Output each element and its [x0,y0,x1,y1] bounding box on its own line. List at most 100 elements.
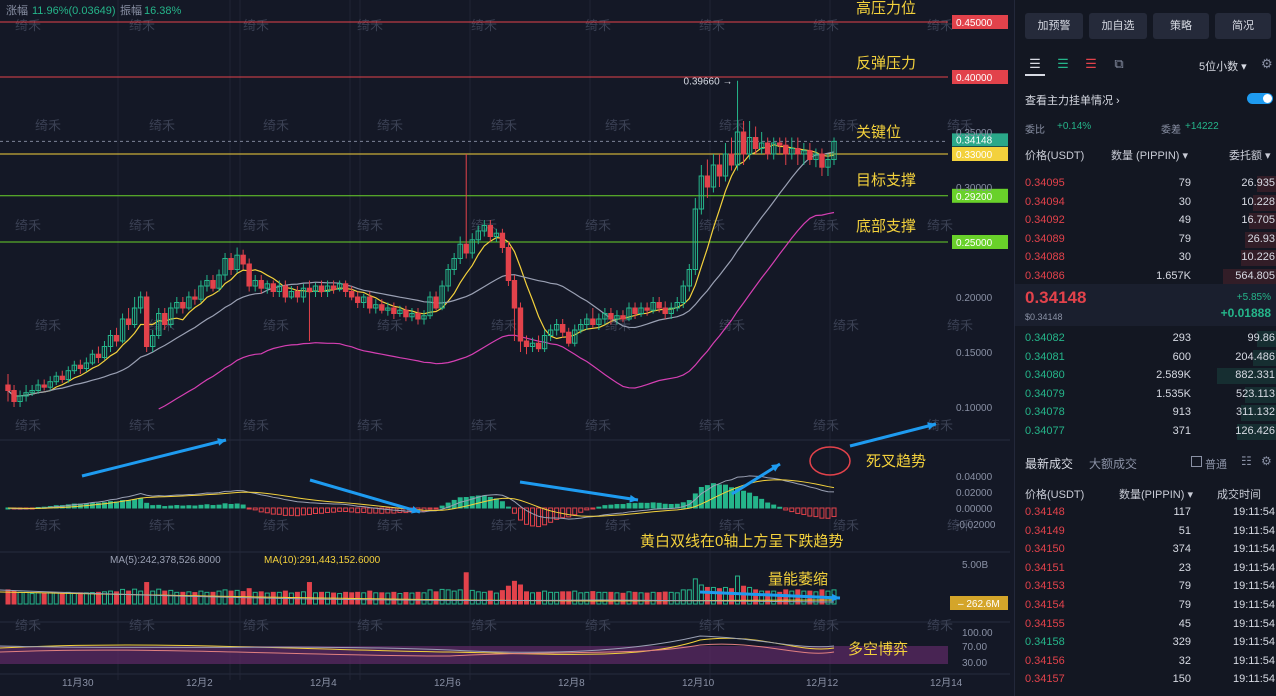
level-note: 关键位 [856,124,901,141]
volume-current-label: – 262.6M [958,599,1000,610]
macd-bar-down [542,507,548,526]
volume-bar-down [499,590,505,605]
candle-body-up [324,285,331,292]
depth-bar [1257,176,1276,192]
watermark-text: 绮禾 [699,418,725,433]
trade-qty: 32 [1178,654,1191,667]
ask-amount: 10.228 [1241,195,1275,208]
trade-row[interactable]: 0.34157 150 19:11:54 [1015,671,1276,689]
macd-bar-up [620,504,626,509]
book-asks-icon[interactable]: ☰ [1085,56,1097,71]
volume-bar-down [729,588,735,605]
candle-body-up [168,307,174,325]
macd-bar-down [511,507,517,514]
trade-price: 0.34156 [1025,654,1065,667]
candle-body-up [276,285,283,292]
macd-bar-down [548,507,554,523]
main-orders-toggle[interactable] [1247,93,1273,104]
settings-icon[interactable]: ⚙ [1261,56,1273,71]
trade-price: 0.34155 [1025,617,1065,630]
bid-row[interactable]: 0.34080 2.589K 882.331 [1015,367,1276,385]
candle-body-up [107,335,114,347]
trade-row[interactable]: 0.34154 79 19:11:54 [1015,597,1276,615]
candle-body-up [252,280,258,287]
volume-bar-down [433,591,439,605]
trade-row[interactable]: 0.34149 51 19:11:54 [1015,523,1276,541]
normal-checkbox[interactable] [1191,456,1202,467]
volume-bar-up [481,591,487,605]
volume-bar-up [198,590,204,605]
tab-large-trades[interactable]: 大额成交 [1089,457,1138,471]
macd-bar-down [349,507,355,513]
depth-bar [1257,331,1276,347]
macd-bar-up [722,484,728,509]
trade-row[interactable]: 0.34156 32 19:11:54 [1015,653,1276,671]
ask-row[interactable]: 0.34095 79 26.935 [1015,175,1276,193]
trade-row[interactable]: 0.34150 374 19:11:54 [1015,541,1276,559]
overview-button[interactable]: 简况 [1215,13,1271,39]
candle-body-up [698,175,705,210]
trade-row[interactable]: 0.34151 23 19:11:54 [1015,560,1276,578]
ask-row[interactable]: 0.34088 30 10.226 [1015,249,1276,267]
bid-price: 0.34077 [1025,425,1065,437]
bid-row[interactable]: 0.34082 293 99.86 [1015,330,1276,348]
x-tick-label: 12月12 [806,677,839,689]
strategy-button[interactable]: 策略 [1153,13,1209,39]
book-header-amount[interactable]: 委托额 ▾ [1229,150,1271,162]
view-main-orders-link[interactable]: 查看主力挂单情况 › [1025,95,1120,107]
filter-icon[interactable]: ☷ [1241,454,1252,468]
watermark-text: 绮禾 [243,18,269,33]
ask-row[interactable]: 0.34094 30 10.228 [1015,194,1276,212]
watermark-text: 绮禾 [129,18,155,33]
volume-ma10-label: MA(10):291,443,152.6000 [264,555,381,566]
bid-price: 0.34081 [1025,350,1065,363]
decimals-select[interactable]: 5位小数 ▾ [1199,61,1247,73]
trade-price: 0.34157 [1025,673,1065,686]
macd-bar-down [355,507,361,514]
tab-latest-trades[interactable]: 最新成交 [1025,457,1074,471]
volume-bar-up [469,589,475,605]
trade-row[interactable]: 0.34155 45 19:11:54 [1015,616,1276,634]
macd-bar-down [246,507,252,510]
watermark-text: 绮禾 [719,518,745,533]
trade-row[interactable]: 0.34158 329 19:11:54 [1015,634,1276,652]
book-both-icon[interactable]: ☰ [1025,56,1045,76]
bid-row[interactable]: 0.34078 913 311.132 [1015,404,1276,422]
ask-row[interactable]: 0.34092 49 16.705 [1015,212,1276,230]
last-price: 0.34148 [1025,288,1087,307]
bid-row[interactable]: 0.34079 1.535K 523.113 [1015,386,1276,404]
macd-bar-up [95,502,101,509]
book-bids-icon[interactable]: ☰ [1057,56,1069,71]
ask-row[interactable]: 0.34089 79 26.93 [1015,231,1276,249]
alert-button[interactable]: 加预警 [1025,13,1083,39]
watermark-text: 绮禾 [357,418,383,433]
add-watchlist-button[interactable]: 加自选 [1089,13,1147,39]
candle-body-up [385,307,391,311]
candle-body-down [210,280,216,289]
depth-bar [1223,269,1276,285]
trade-header-qty[interactable]: 数量(PIPPIN) ▾ [1119,489,1193,501]
macd-bar-down [433,507,439,510]
trades-settings-icon[interactable]: ⚙ [1261,454,1272,468]
watermark-text: 绮禾 [699,218,725,233]
macd-bar-down [831,507,837,518]
book-popout-icon[interactable]: ⧉ [1114,56,1124,71]
macd-bar-down [343,507,349,512]
macd-bar-down [807,507,813,517]
volume-bar-down [162,590,168,605]
ask-price: 0.34092 [1025,214,1065,227]
depth-bar [1249,213,1276,230]
ask-row[interactable]: 0.34086 1.657K 564.805 [1015,268,1276,286]
candle-body-down [240,254,246,265]
trade-row[interactable]: 0.34148 117 19:11:54 [1015,504,1276,522]
macd-bar-down [578,507,584,513]
depth-bar [1237,424,1276,440]
candle-body-up [692,208,699,270]
trade-row[interactable]: 0.34153 79 19:11:54 [1015,578,1276,596]
ask-qty: 30 [1178,195,1191,208]
volume-bar-up [107,590,113,605]
bid-row[interactable]: 0.34081 600 204.486 [1015,349,1276,367]
book-header-qty[interactable]: 数量 (PIPPIN) ▾ [1111,150,1189,162]
bid-row[interactable]: 0.34077 371 126.426 [1015,423,1276,441]
